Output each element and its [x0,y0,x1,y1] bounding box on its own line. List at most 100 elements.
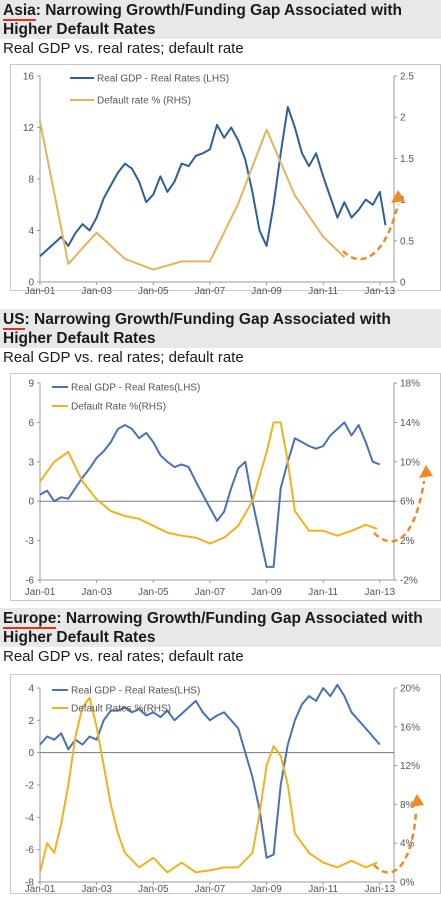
asia-x-tick-label: Jan-07 [195,286,226,297]
asia-x-tick-label: Jan-01 [25,286,56,297]
asia-left-tick-label: 0 [28,278,34,289]
europe-left-tick-label: 2 [28,716,34,727]
us-x-tick-label: Jan-01 [25,587,56,598]
asia-legend-label: Default rate % (RHS) [97,96,191,107]
us-left-tick-label: 0 [28,497,34,508]
us-series-default-rate-line [39,421,378,545]
europe-chart: -8 -6 -4 -2 0 2 4 0% 4% 8% 12% 16% 20% Jan-01 Jan-03 Ja… [0,672,441,899]
europe-right-tick-label: 8% [400,800,415,811]
europe-left-tick-label: -2 [25,781,34,792]
region-underline [3,328,25,330]
asia-trend-arrowhead [391,190,405,203]
europe-x-tick-label: Jan-09 [251,884,282,895]
us-trend-arrowhead [419,465,433,478]
us-x-tick-label: Jan-11 [308,587,338,598]
region-underline [3,19,36,21]
us-title-text: : Narrowing Growth/Funding Gap Associate… [3,311,391,347]
asia-title-text: : Narrowing Growth/Funding Gap Associate… [3,2,403,38]
europe-right-tick-label: 20% [400,684,420,695]
europe-series-gdp-gap-line [39,683,381,859]
europe-title-text: : Narrowing Growth/Funding Gap Associate… [3,610,423,646]
europe-x-tick-label: Jan-07 [195,884,226,895]
europe-right-tick-label: 0% [400,878,415,889]
europe-title: Europe: Narrowing Growth/Funding Gap Ass… [3,609,438,647]
europe-x-tick-label: Jan-01 [25,884,56,895]
asia-chart-frame [10,64,441,291]
us-right-tick-label: 6% [400,497,415,508]
europe-x-tick-label: Jan-11 [308,884,338,895]
asia-right-tick-label: 2 [400,113,406,124]
europe-left-tick-label: -8 [25,878,34,889]
us-left-tick-label: 9 [28,379,34,390]
asia-x-tick-label: Jan-09 [251,286,282,297]
us-trend-arrow [373,480,426,543]
us-right-tick-label: -2% [400,576,418,587]
europe-right-tick-label: 16% [400,722,420,733]
us-legend-label: Real GDP - Real Rates(LHS) [71,383,200,394]
us-left-tick-label: -3 [25,536,34,547]
us-series-gdp-gap-line [39,421,381,568]
europe-legend-label: Real GDP - Real Rates(LHS) [71,686,200,697]
us-chart-svg: -6 -3 0 3 6 9 -2% 2% 6% 10% 14% 18% Jan-01 Jan-03 Jan-… [10,373,441,601]
europe-right-tick-label: 4% [400,839,415,850]
europe-legend-label: Default Rates %(RHS) [71,704,171,715]
europe-left-tick-label: 0 [28,748,34,759]
asia-left-tick-label: 12 [23,123,35,134]
europe-left-tick-label: -4 [25,813,34,824]
europe-trend-arrowhead [410,794,424,807]
europe-header: Europe: Narrowing Growth/Funding Gap Ass… [0,608,441,647]
us-x-tick-label: Jan-03 [81,587,112,598]
us-x-tick-label: Jan-09 [251,587,282,598]
europe-left-tick-label: -6 [25,845,34,856]
us-chart: -6 -3 0 3 6 9 -2% 2% 6% 10% 14% 18% Jan-01 Jan-03 Jan-… [0,373,441,605]
asia-left-tick-label: 4 [28,226,34,237]
us-subtitle: Real GDP vs. real rates; default rate [3,349,244,366]
asia-legend-label: Real GDP - Real Rates (LHS) [97,74,229,85]
europe-panel: Europe: Narrowing Growth/Funding Gap Ass… [0,608,441,666]
europe-x-tick-label: Jan-13 [365,884,396,895]
us-left-tick-label: -6 [25,576,34,587]
europe-region-label: Europe [3,610,57,629]
us-right-tick-label: 2% [400,536,415,547]
us-right-tick-label: 10% [400,457,420,468]
asia-title: Asia: Narrowing Growth/Funding Gap Assoc… [3,1,438,39]
asia-right-tick-label: 2.5 [400,72,414,83]
us-region-label: US [3,311,25,330]
us-legend-label: Default Rate %(RHS) [71,402,166,413]
asia-left-tick-label: 8 [28,175,34,186]
asia-chart: 048121600.511.522.5Jan-01Jan-03Jan-05Jan… [0,64,441,298]
us-x-tick-label: Jan-13 [365,587,396,598]
us-header: US: Narrowing Growth/Funding Gap Associa… [0,309,441,348]
europe-series-default-rate-line [39,696,378,874]
europe-chart-svg: -8 -6 -4 -2 0 2 4 0% 4% 8% 12% 16% 20% Jan-01 Jan-03 Ja… [10,674,441,895]
asia-left-tick-label: 16 [23,72,35,83]
us-chart-frame [10,373,441,601]
us-title: US: Narrowing Growth/Funding Gap Associa… [3,310,438,348]
asia-subtitle: Real GDP vs. real rates; default rate [3,40,244,57]
asia-header: Asia: Narrowing Growth/Funding Gap Assoc… [0,0,441,39]
us-panel: US: Narrowing Growth/Funding Gap Associa… [0,309,441,367]
us-right-tick-label: 18% [400,379,420,390]
asia-right-tick-label: 0.5 [400,236,414,247]
asia-series-gdp-gap-line [39,105,387,258]
us-left-tick-label: 3 [28,457,34,468]
asia-series-default-rate-line [39,121,346,271]
us-left-tick-label: 6 [28,418,34,429]
us-right-tick-label: 14% [400,418,420,429]
europe-left-tick-label: 4 [28,684,34,695]
asia-right-tick-label: 0 [400,278,406,289]
asia-chart-svg: 048121600.511.522.5Jan-01Jan-03Jan-05Jan… [10,64,441,297]
region-underline [3,627,57,629]
europe-subtitle: Real GDP vs. real rates; default rate [3,648,244,665]
asia-panel: Asia: Narrowing Growth/Funding Gap Assoc… [0,0,441,58]
us-x-tick-label: Jan-07 [195,587,226,598]
europe-x-tick-label: Jan-05 [138,884,169,895]
asia-region-label: Asia [3,2,36,21]
us-x-tick-label: Jan-05 [138,587,169,598]
asia-x-tick-label: Jan-11 [308,286,338,297]
asia-x-tick-label: Jan-05 [138,286,169,297]
asia-trend-arrow [342,203,400,261]
europe-right-tick-label: 12% [400,761,420,772]
asia-right-tick-label: 1.5 [400,154,414,165]
europe-x-tick-label: Jan-03 [81,884,112,895]
